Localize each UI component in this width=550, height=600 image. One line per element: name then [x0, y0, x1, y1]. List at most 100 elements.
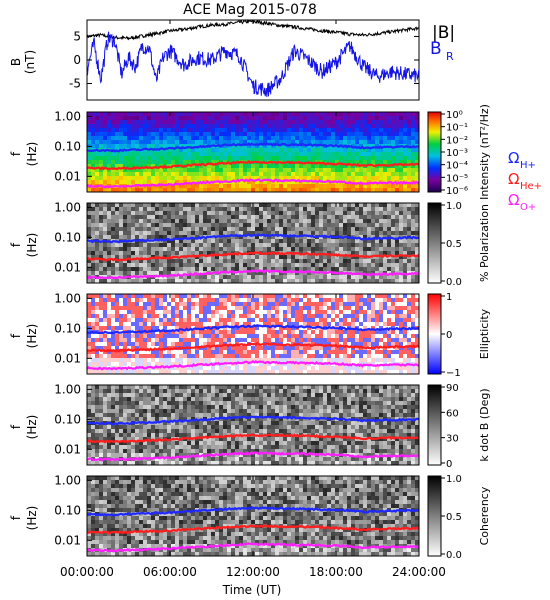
gyro-line-h: [86, 415, 420, 426]
gyro-line-h: [86, 324, 420, 335]
legend-br: B: [430, 39, 442, 59]
freq-tick-label: 0.01: [54, 169, 81, 183]
freq-tick-label: 0.01: [54, 260, 81, 274]
gyro-line-h: [86, 233, 420, 244]
b-field-y-ticks: 5 0 -5: [69, 29, 419, 91]
colorbar-tick-label: 10⁻⁴: [446, 161, 468, 172]
spectrogram-panel-3: 1.00 0.10 0.01 f (Hz) 1 0 −1 Ellipticity: [9, 291, 491, 379]
freq-tick-label: 0.01: [54, 533, 81, 547]
colorbar-tick-label: 10⁻⁶: [446, 186, 468, 197]
b-field-panel: 5 0 -5 B (nT) |B| B R: [9, 19, 455, 101]
gyrofrequency-legend: Ω H+ Ω He+ Ω O+: [508, 149, 542, 213]
freq-ylabel-unit: (Hz): [25, 233, 39, 258]
freq-tick-label: 0.01: [54, 442, 81, 456]
gyro-line-he: [86, 342, 420, 353]
colorbar-tick-label: 0: [446, 330, 452, 341]
spectrogram-panel-2: 1.00 0.10 0.01 f (Hz) 1.0 0.5 0.0 % Polarization: [9, 200, 491, 288]
legend-omega-o: Ω: [508, 191, 519, 209]
legend-btotal: |B|: [432, 23, 455, 43]
spectrogram-panel-1: 1.00 0.10 0.01 f (Hz) 10⁰ 10⁻¹10⁻² 10⁻³ 10⁻⁴10⁻⁵…: [9, 104, 491, 200]
legend-omega-he-sub: He+: [520, 181, 542, 192]
gyro-line-o: [86, 269, 420, 280]
gyro-line-o: [86, 178, 420, 189]
colorbar-label: Intensity (nT²/Hz): [478, 104, 491, 200]
colorbar-tick-label: 10⁻⁵: [446, 173, 468, 184]
freq-ylabel-unit: (Hz): [25, 506, 39, 531]
gyro-line-h: [86, 142, 420, 153]
freq-ylabel-symbol: f: [9, 151, 23, 156]
legend-omega-o-sub: O+: [520, 202, 536, 213]
colorbar-tick-label: 0.0: [446, 277, 462, 288]
gyro-line-h: [86, 506, 420, 517]
colorbar-tick-label: 10⁻²: [446, 135, 468, 146]
gyrofrequency-lines: [86, 233, 420, 280]
freq-tick-label: 0.10: [54, 230, 81, 244]
x-tick-label: 18:00:00: [309, 565, 363, 579]
freq-ylabel-unit: (Hz): [25, 324, 39, 349]
gyro-line-he: [86, 433, 419, 444]
freq-tick-label: 1.00: [54, 382, 81, 396]
b-field-ylabel-symbol: B: [9, 58, 23, 66]
freq-tick-label: 1.00: [54, 291, 81, 305]
legend-omega-h: Ω: [508, 149, 519, 167]
b-field-ylabel-unit: (nT): [23, 50, 37, 74]
colorbar-tick-label: 0: [446, 459, 452, 470]
b-ytick-label: 0: [73, 53, 81, 67]
freq-ylabel-symbol: f: [9, 333, 23, 338]
freq-ylabel-symbol: f: [9, 515, 23, 520]
freq-tick-label: 1.00: [54, 473, 81, 487]
freq-tick-label: 0.01: [54, 351, 81, 365]
b-ytick-label: -5: [69, 77, 81, 91]
legend-br-subscript: R: [446, 50, 454, 63]
spectrogram-cells: [87, 203, 420, 284]
colorbar-label: % Polarization: [478, 204, 491, 282]
colorbar-tick-label: 0.5: [446, 512, 462, 523]
gyro-line-o: [86, 542, 420, 553]
colorbar-tick-label: 1.0: [446, 474, 462, 485]
colorbar: [427, 293, 442, 375]
freq-tick-label: 0.10: [54, 321, 81, 335]
gyrofrequency-lines: [86, 142, 420, 189]
freq-tick-label: 0.10: [54, 139, 81, 153]
freq-ylabel-unit: (Hz): [25, 142, 39, 167]
colorbar: [427, 202, 442, 284]
freq-ylabel-symbol: f: [9, 242, 23, 247]
colorbar-tick-label: 1.0: [446, 201, 462, 212]
x-axis-label: Time (UT): [222, 583, 282, 597]
x-tick-label: 00:00:00: [60, 565, 114, 579]
colorbar-label: k dot B (Deg): [478, 388, 491, 461]
colorbar: [427, 384, 442, 466]
freq-ylabel-symbol: f: [9, 424, 23, 429]
gyrofrequency-lines: [86, 324, 420, 371]
gyrofrequency-lines: [86, 415, 420, 462]
colorbar-tick-label: 10⁻¹: [446, 123, 468, 134]
gyro-line-o: [86, 360, 420, 371]
x-tick-label: 24:00:00: [392, 565, 446, 579]
spectrogram-cells: [87, 112, 420, 193]
freq-tick-label: 0.10: [54, 412, 81, 426]
spectrogram-cells: [87, 476, 420, 557]
colorbar: [427, 475, 442, 557]
freq-tick-label: 1.00: [54, 200, 81, 214]
colorbar-label: Coherency: [478, 486, 491, 545]
b-ytick-label: 5: [73, 29, 81, 43]
colorbar-tick-label: 30: [446, 434, 459, 445]
figure-title: ACE Mag 2015-078: [183, 2, 317, 18]
colorbar-tick-label: 0.0: [446, 550, 462, 561]
colorbar: [427, 111, 442, 193]
gyro-line-he: [86, 251, 420, 262]
colorbar-tick-label: −1: [446, 368, 461, 379]
time-axis: 00:00:00 06:00:00 12:00:00 18:00:00 24:00:00: [60, 20, 446, 579]
colorbar-tick-label: 60: [446, 408, 459, 419]
spectrogram-panel-5: 1.00 0.10 0.01 f (Hz) 1.0 0.5 0.0 Coherency: [9, 473, 491, 561]
colorbar-tick-label: 10⁻³: [446, 148, 468, 159]
x-tick-label: 12:00:00: [226, 565, 280, 579]
gyrofrequency-lines: [86, 506, 420, 553]
colorbar-tick-label: 10⁰: [446, 110, 463, 121]
spectrogram-panels: 1.000.100.01f (Hz)10⁰10⁻¹10⁻²10⁻³10⁻⁴10⁻⁵…: [9, 104, 491, 561]
gyro-line-he: [86, 160, 420, 171]
colorbar-label: Ellipticity: [478, 308, 491, 359]
b-series-br: [86, 31, 420, 97]
legend-omega-h-sub: H+: [520, 160, 536, 171]
